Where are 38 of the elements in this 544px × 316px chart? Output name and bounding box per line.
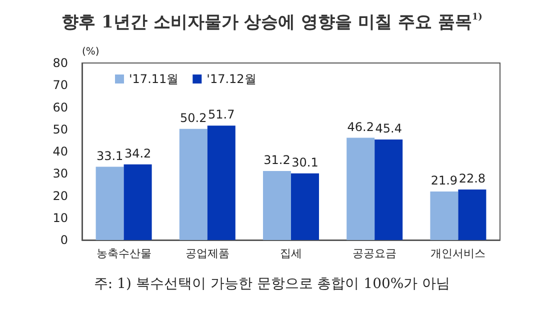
- data-label: 45.4: [375, 122, 402, 136]
- bar: [263, 170, 291, 240]
- y-tick-label: 30: [52, 166, 68, 181]
- bar: [374, 140, 403, 240]
- legend-label: '17.12월: [206, 72, 256, 86]
- y-tick-label: 40: [52, 144, 68, 158]
- y-tick-label: 50: [52, 122, 68, 136]
- data-label: 30.1: [292, 155, 318, 170]
- data-label: 34.2: [124, 146, 152, 160]
- bar: [96, 166, 124, 240]
- data-label: 51.7: [208, 108, 235, 122]
- data-label: 21.9: [430, 174, 458, 188]
- y-tick-label: 80: [52, 56, 68, 70]
- y-tick-label: 60: [52, 100, 68, 114]
- bar: [458, 190, 486, 240]
- x-tick-label: 공업제품: [185, 247, 230, 260]
- bar: [430, 192, 458, 240]
- bar: [207, 126, 236, 240]
- y-axis-title: (%): [82, 46, 100, 58]
- data-label: 33.1: [96, 148, 124, 163]
- y-tick-label: 0: [60, 233, 68, 247]
- data-label: 50.2: [180, 110, 207, 125]
- y-tick-label: 20: [52, 188, 68, 203]
- data-label: 31.2: [264, 152, 290, 167]
- bar: [346, 138, 375, 240]
- bar: [179, 128, 208, 240]
- x-tick-label: 개인서비스: [430, 247, 486, 260]
- y-tick-label: 10: [52, 210, 68, 225]
- data-label: 46.2: [347, 120, 374, 134]
- y-tick-label: 70: [52, 78, 68, 92]
- bar: [124, 164, 152, 240]
- bar: [291, 173, 319, 240]
- text: 주: 1) 복수선택이 가능한 문항으로 총합이 100%가 아님: [94, 276, 450, 292]
- x-tick-label: 공공요금: [352, 247, 397, 260]
- x-tick-label: 농축수산물: [96, 247, 152, 260]
- data-label: 22.8: [458, 172, 486, 186]
- legend-label: '17.11월: [129, 72, 179, 86]
- x-tick-label: 집세: [280, 247, 302, 260]
